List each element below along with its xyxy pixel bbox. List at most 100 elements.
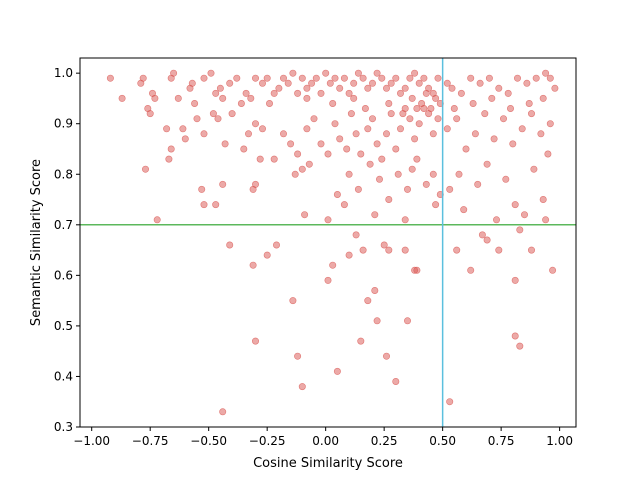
data-point (289, 297, 297, 305)
data-point (422, 180, 430, 188)
data-point (520, 211, 528, 219)
data-point (256, 155, 264, 163)
data-point (212, 89, 220, 97)
data-point (179, 125, 187, 133)
data-point (411, 69, 419, 77)
data-point (146, 110, 154, 118)
data-point (413, 155, 421, 163)
data-point (209, 110, 217, 118)
points-layer (106, 69, 559, 416)
data-point (298, 383, 306, 391)
data-point (375, 175, 383, 183)
data-point (153, 216, 161, 224)
data-point (542, 216, 550, 224)
data-point (481, 110, 489, 118)
data-point (326, 79, 334, 87)
data-point (310, 115, 318, 123)
data-point (495, 246, 503, 254)
data-point (263, 251, 271, 259)
data-point (345, 170, 353, 178)
data-point (368, 115, 376, 123)
data-point (258, 79, 266, 87)
data-point (331, 74, 339, 82)
data-point (329, 261, 337, 269)
data-point (200, 130, 208, 138)
data-point (275, 84, 283, 92)
data-point (294, 352, 302, 360)
data-point (289, 69, 297, 77)
data-point (252, 120, 260, 128)
data-point (492, 216, 500, 224)
data-point (394, 170, 402, 178)
data-point (216, 84, 224, 92)
data-point (396, 125, 404, 133)
data-point (237, 100, 245, 108)
data-point (305, 160, 313, 168)
data-point (387, 79, 395, 87)
data-point (245, 130, 253, 138)
data-point (429, 130, 437, 138)
data-point (118, 94, 126, 102)
data-point (354, 185, 362, 193)
data-point (364, 84, 372, 92)
data-point (331, 120, 339, 128)
data-point (373, 69, 381, 77)
data-point (539, 196, 547, 204)
data-point (467, 74, 475, 82)
data-point (357, 150, 365, 158)
data-point (382, 352, 390, 360)
data-point (242, 89, 250, 97)
data-point (352, 130, 360, 138)
data-point (359, 74, 367, 82)
data-point (167, 145, 175, 153)
data-point (272, 241, 280, 249)
data-point (469, 100, 477, 108)
data-point (343, 145, 351, 153)
data-point (298, 165, 306, 173)
data-point (287, 140, 295, 148)
data-point (263, 74, 271, 82)
data-point (432, 201, 440, 209)
data-point (324, 216, 332, 224)
data-point (516, 226, 524, 234)
data-point (378, 155, 386, 163)
data-point (373, 317, 381, 325)
data-point (527, 246, 535, 254)
data-point (350, 94, 358, 102)
data-point (408, 94, 416, 102)
data-point (333, 191, 341, 199)
data-point (450, 105, 458, 113)
data-point (504, 89, 512, 97)
data-point (446, 185, 454, 193)
data-point (506, 105, 514, 113)
data-point (401, 246, 409, 254)
data-point (549, 266, 557, 274)
data-point (139, 74, 147, 82)
data-point (174, 94, 182, 102)
data-point (385, 100, 393, 108)
data-point (163, 125, 171, 133)
data-point (252, 180, 260, 188)
data-point (284, 79, 292, 87)
data-point (279, 74, 287, 82)
data-point (518, 125, 526, 133)
data-point (188, 79, 196, 87)
data-point (483, 236, 491, 244)
data-point (219, 94, 227, 102)
data-point (443, 125, 451, 133)
y-tick-label: 0.3 (54, 420, 73, 434)
data-point (270, 155, 278, 163)
data-point (511, 332, 519, 340)
data-point (303, 125, 311, 133)
data-point (214, 115, 222, 123)
data-point (191, 100, 199, 108)
x-tick-label: −1.00 (73, 434, 110, 448)
data-point (415, 79, 423, 87)
y-axis: 0.3 0.4 0.5 0.6 0.7 0.8 0.9 1.0 (54, 66, 80, 434)
data-point (460, 206, 468, 214)
data-point (249, 261, 257, 269)
data-point (324, 276, 332, 284)
x-tick-label: 0.75 (488, 434, 515, 448)
data-point (303, 84, 311, 92)
data-point (396, 89, 404, 97)
